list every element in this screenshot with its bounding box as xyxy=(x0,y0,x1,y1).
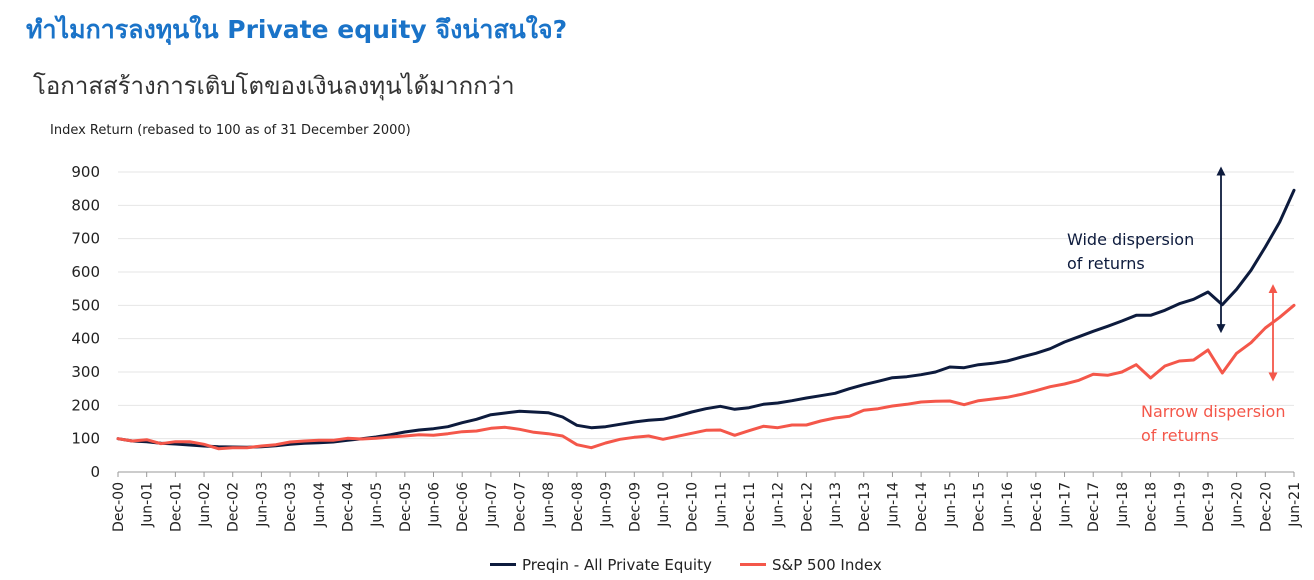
wide-dispersion-label: Wide dispersion xyxy=(1067,230,1194,249)
y-tick-label: 900 xyxy=(71,163,100,181)
legend-label-pe: Preqin - All Private Equity xyxy=(522,556,712,574)
x-tick-label: Dec-20 xyxy=(1258,482,1274,532)
legend-item-sp: S&P 500 Index xyxy=(740,556,882,574)
x-tick-label: Dec-17 xyxy=(1086,482,1102,532)
page-subtitle: โอกาสสร้างการเติบโตของเงินลงทุนได้มากกว่… xyxy=(33,72,515,100)
x-tick-label: Dec-02 xyxy=(226,482,242,532)
x-tick-label: Dec-06 xyxy=(455,482,471,532)
x-tick-label: Jun-14 xyxy=(885,482,901,528)
x-tick-label: Jun-18 xyxy=(1115,482,1131,528)
x-tick-label: Dec-14 xyxy=(914,482,930,532)
series-line-pe xyxy=(116,188,1296,449)
y-tick-label: 400 xyxy=(71,330,100,348)
narrow-dispersion-label: of returns xyxy=(1141,426,1219,445)
x-tick-label: Jun-10 xyxy=(656,482,672,528)
x-tick-label: Jun-15 xyxy=(943,482,959,528)
x-tick-label: Jun-05 xyxy=(369,482,385,528)
wide-dispersion-label: of returns xyxy=(1067,254,1145,273)
x-tick-label: Dec-09 xyxy=(627,482,643,532)
legend-label-sp: S&P 500 Index xyxy=(772,556,882,574)
x-tick-label: Dec-18 xyxy=(1144,482,1160,532)
x-tick-label: Jun-04 xyxy=(312,482,328,528)
x-tick-label: Jun-19 xyxy=(1172,482,1188,528)
x-tick-label: Dec-15 xyxy=(971,482,987,532)
x-tick-label: Dec-10 xyxy=(685,482,701,532)
y-tick-label: 700 xyxy=(71,230,100,248)
series-line-sp xyxy=(116,303,1296,451)
x-tick-label: Jun-16 xyxy=(1000,482,1016,528)
x-tick-label: Jun-11 xyxy=(713,482,729,528)
x-tick-label: Dec-01 xyxy=(168,482,184,532)
x-tick-label: Jun-07 xyxy=(484,482,500,528)
x-tick-label: Jun-13 xyxy=(828,482,844,528)
y-tick-label: 800 xyxy=(71,196,100,214)
x-tick-label: Jun-17 xyxy=(1058,482,1074,528)
x-tick-label: Dec-12 xyxy=(799,482,815,532)
x-tick-label: Jun-09 xyxy=(599,482,615,528)
x-tick-label: Jun-03 xyxy=(254,482,270,528)
page-title: ทำไมการลงทุนใน Private equity จึงน่าสนใจ… xyxy=(26,15,568,44)
x-tick-label: Jun-01 xyxy=(140,482,156,528)
y-axis-label: Index Return (rebased to 100 as of 31 De… xyxy=(50,123,411,138)
y-tick-label: 100 xyxy=(71,430,100,448)
x-tick-label: Dec-00 xyxy=(111,482,127,532)
x-tick-label: Dec-07 xyxy=(513,482,529,532)
y-tick-label: 300 xyxy=(71,363,100,381)
x-tick-label: Jun-12 xyxy=(771,482,787,528)
legend-item-pe: Preqin - All Private Equity xyxy=(490,556,712,574)
y-tick-label: 600 xyxy=(71,263,100,281)
x-tick-label: Dec-03 xyxy=(283,482,299,532)
x-tick-label: Dec-11 xyxy=(742,482,758,532)
x-tick-label: Jun-20 xyxy=(1230,482,1246,528)
x-tick-label: Jun-21 xyxy=(1287,482,1303,528)
x-tick-label: Dec-04 xyxy=(340,482,356,532)
x-tick-label: Dec-13 xyxy=(857,482,873,532)
x-tick-label: Dec-05 xyxy=(398,482,414,532)
legend-swatch-sp xyxy=(740,563,766,566)
x-tick-label: Dec-19 xyxy=(1201,482,1217,532)
x-tick-label: Jun-02 xyxy=(197,482,213,528)
y-tick-label: 200 xyxy=(71,396,100,414)
legend-swatch-pe xyxy=(490,563,516,566)
x-tick-label: Jun-08 xyxy=(541,482,557,528)
y-tick-label: 0 xyxy=(90,463,100,481)
x-tick-label: Dec-16 xyxy=(1029,482,1045,532)
y-tick-label: 500 xyxy=(71,296,100,314)
x-tick-label: Dec-08 xyxy=(570,482,586,532)
x-tick-label: Jun-06 xyxy=(427,482,443,528)
narrow-dispersion-label: Narrow dispersion xyxy=(1141,402,1285,421)
